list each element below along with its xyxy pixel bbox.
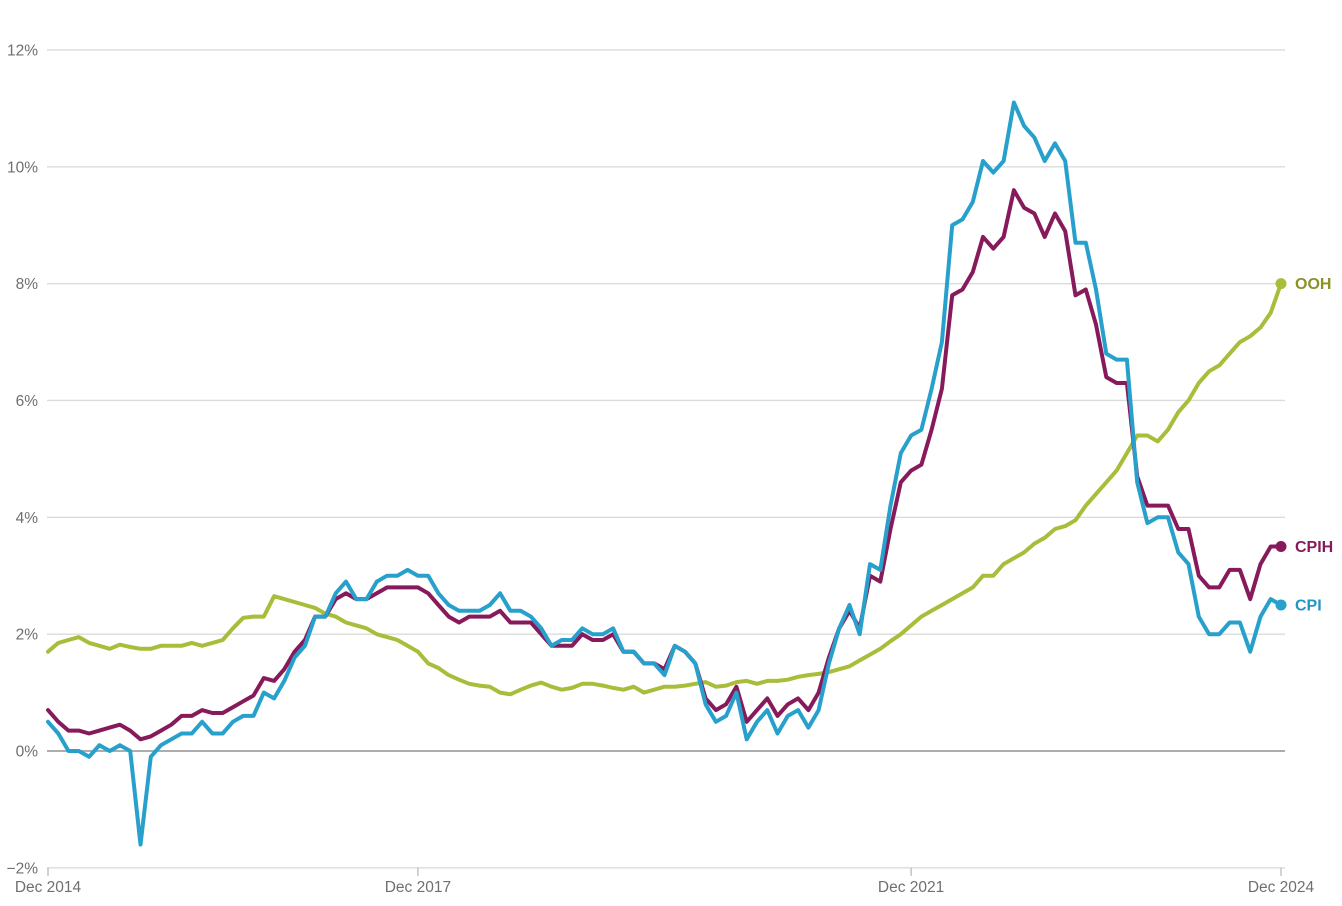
y-axis-label: 4% <box>16 510 39 527</box>
series-endpoint-dot-ooh <box>1275 278 1287 290</box>
series-label-cpi: CPI <box>1295 597 1322 614</box>
series-line-ooh <box>46 281 1283 697</box>
series-endpoint-dot-cpi <box>1275 599 1287 611</box>
series-endpoint-dot-cpih <box>1275 541 1287 553</box>
x-axis-label: Dec 2017 <box>385 879 451 896</box>
y-axis-label: 0% <box>16 744 39 761</box>
y-axis-label: 6% <box>16 393 39 410</box>
series-label-ooh: OOH <box>1295 276 1331 293</box>
y-axis-label: 2% <box>16 627 39 644</box>
y-axis-label: 8% <box>16 276 39 293</box>
x-axis-label: Dec 2014 <box>15 879 82 896</box>
y-axis-label: 12% <box>7 42 38 59</box>
x-axis-label: Dec 2021 <box>878 879 944 896</box>
series-line-cpih <box>46 188 1283 742</box>
series-label-cpih: CPIH <box>1295 539 1333 556</box>
y-axis-label: −2% <box>7 860 39 877</box>
series-line-cpi <box>46 100 1283 847</box>
x-axis-label: Dec 2024 <box>1248 879 1315 896</box>
y-axis-label: 10% <box>7 159 38 176</box>
